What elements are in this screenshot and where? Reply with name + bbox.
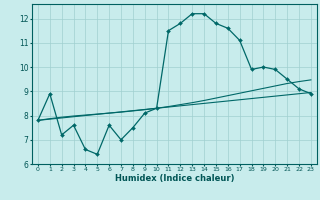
X-axis label: Humidex (Indice chaleur): Humidex (Indice chaleur) [115,174,234,183]
